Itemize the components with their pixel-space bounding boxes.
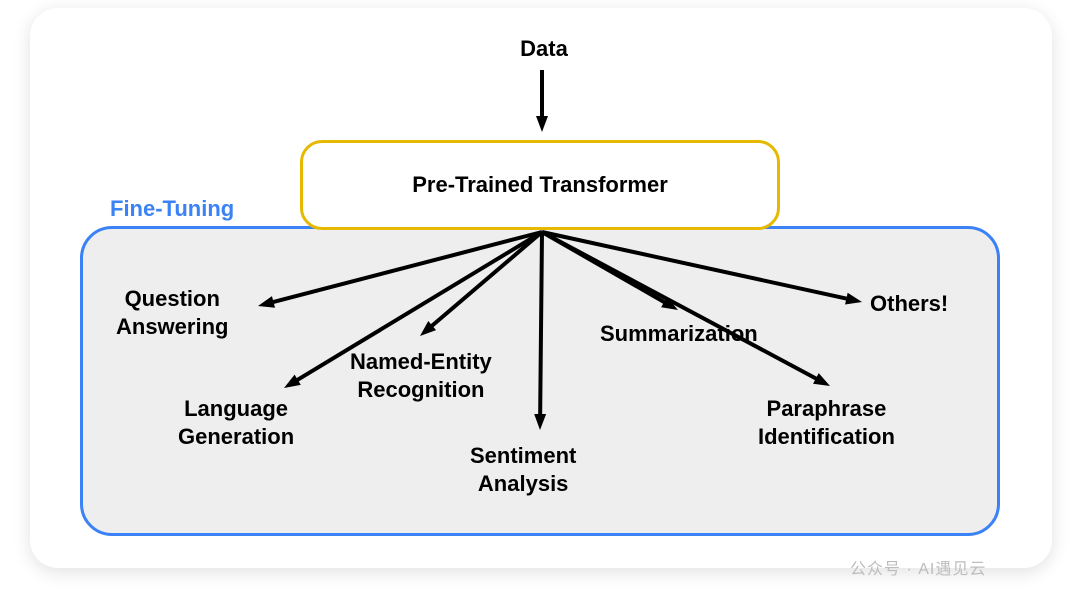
- task-label-0: Question Answering: [116, 285, 228, 340]
- task-label-2: Named-Entity Recognition: [350, 348, 492, 403]
- task-label-6: Others!: [870, 290, 948, 318]
- task-label-3: Sentiment Analysis: [470, 442, 576, 497]
- pretrained-transformer-box: Pre-Trained Transformer: [300, 140, 780, 230]
- fine-tuning-label: Fine-Tuning: [110, 196, 234, 222]
- task-label-4: Summarization: [600, 320, 758, 348]
- pretrained-transformer-label: Pre-Trained Transformer: [412, 172, 668, 198]
- watermark: 公众号 · AI遇见云: [850, 555, 986, 579]
- task-label-1: Language Generation: [178, 395, 294, 450]
- task-label-5: Paraphrase Identification: [758, 395, 895, 450]
- data-label: Data: [514, 36, 574, 62]
